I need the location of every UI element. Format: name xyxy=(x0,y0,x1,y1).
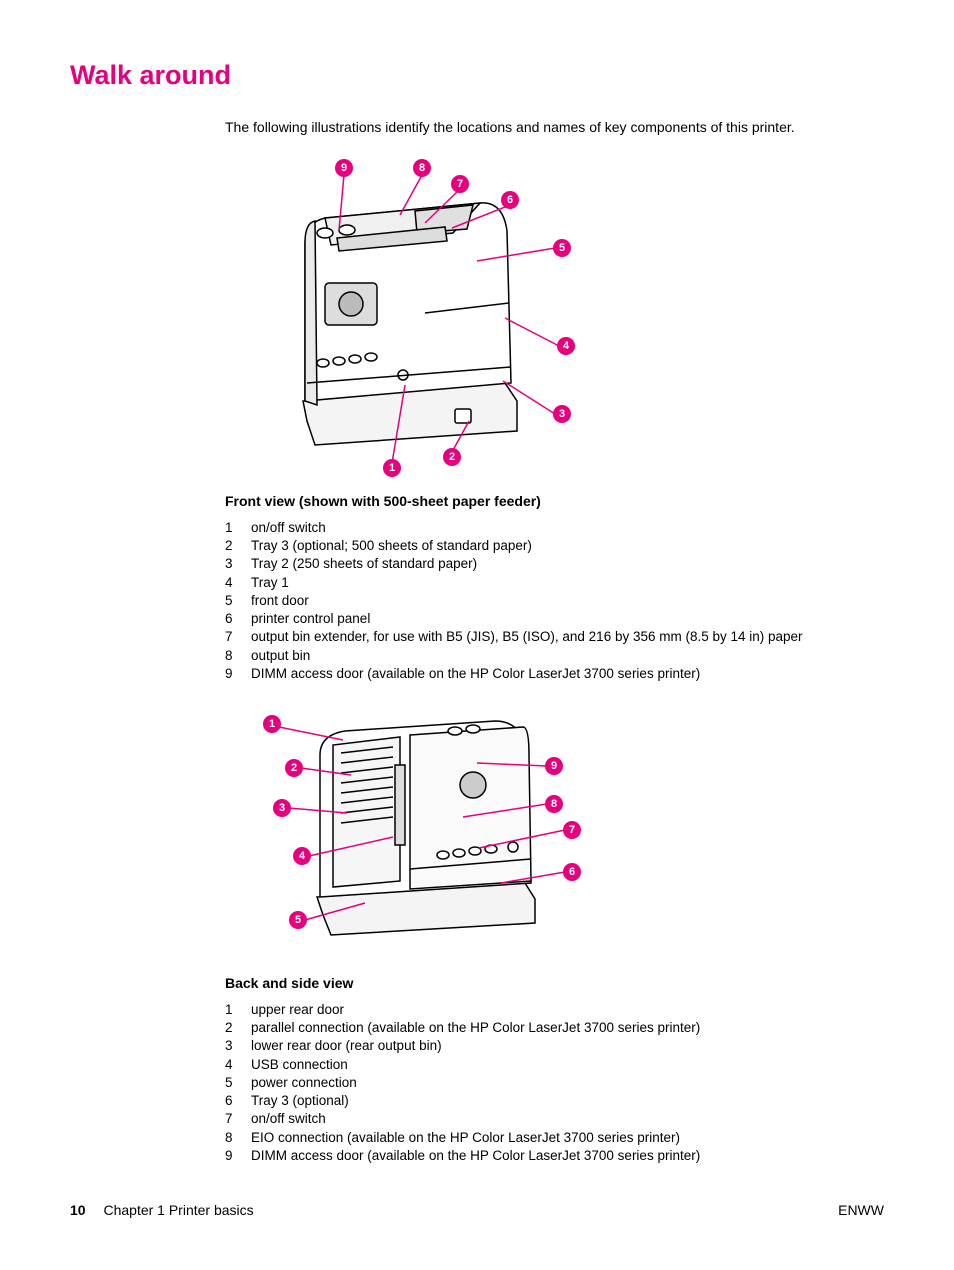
component-text: Tray 2 (250 sheets of standard paper) xyxy=(251,555,477,573)
component-number: 1 xyxy=(225,519,251,537)
component-list-row: 4USB connection xyxy=(225,1056,884,1074)
component-number: 4 xyxy=(225,1056,251,1074)
component-text: parallel connection (available on the HP… xyxy=(251,1019,700,1037)
component-list-row: 2Tray 3 (optional; 500 sheets of standar… xyxy=(225,537,884,555)
callout-badge: 9 xyxy=(545,757,563,775)
component-list-row: 8EIO connection (available on the HP Col… xyxy=(225,1129,884,1147)
callout-badge: 6 xyxy=(501,191,519,209)
component-text: USB connection xyxy=(251,1056,348,1074)
component-list-row: 7output bin extender, for use with B5 (J… xyxy=(225,628,884,646)
callout-badge: 8 xyxy=(545,795,563,813)
component-number: 9 xyxy=(225,1147,251,1165)
content-body: The following illustrations identify the… xyxy=(225,119,884,1165)
page-footer: 10 Chapter 1 Printer basics ENWW xyxy=(70,1202,884,1218)
component-list-row: 6printer control panel xyxy=(225,610,884,628)
component-number: 3 xyxy=(225,1037,251,1055)
callout-badge: 2 xyxy=(443,448,461,466)
back-view-list: 1upper rear door2parallel connection (av… xyxy=(225,1001,884,1165)
callout-badge: 1 xyxy=(263,715,281,733)
front-view-list: 1on/off switch2Tray 3 (optional; 500 she… xyxy=(225,519,884,683)
component-text: lower rear door (rear output bin) xyxy=(251,1037,442,1055)
component-list-row: 7on/off switch xyxy=(225,1110,884,1128)
component-text: DIMM access door (available on the HP Co… xyxy=(251,1147,700,1165)
callout-badge: 7 xyxy=(563,821,581,839)
component-number: 9 xyxy=(225,665,251,683)
callout-badge: 5 xyxy=(553,239,571,257)
intro-text: The following illustrations identify the… xyxy=(225,119,884,135)
back-view-diagram: 123459876 xyxy=(245,705,565,955)
component-number: 6 xyxy=(225,610,251,628)
front-view-diagram: 987654321 xyxy=(255,153,575,473)
page-number: 10 xyxy=(70,1202,86,1218)
component-list-row: 9DIMM access door (available on the HP C… xyxy=(225,1147,884,1165)
footer-right: ENWW xyxy=(838,1202,884,1218)
component-number: 4 xyxy=(225,574,251,592)
component-text: output bin xyxy=(251,647,310,665)
callout-badge: 7 xyxy=(451,175,469,193)
component-list-row: 4Tray 1 xyxy=(225,574,884,592)
component-number: 8 xyxy=(225,1129,251,1147)
component-number: 7 xyxy=(225,1110,251,1128)
component-list-row: 3Tray 2 (250 sheets of standard paper) xyxy=(225,555,884,573)
component-text: DIMM access door (available on the HP Co… xyxy=(251,665,700,683)
component-text: Tray 3 (optional; 500 sheets of standard… xyxy=(251,537,532,555)
component-number: 5 xyxy=(225,1074,251,1092)
callout-badge: 1 xyxy=(383,459,401,477)
callout-badge: 3 xyxy=(273,799,291,817)
component-list-row: 5power connection xyxy=(225,1074,884,1092)
component-text: power connection xyxy=(251,1074,357,1092)
component-list-row: 2parallel connection (available on the H… xyxy=(225,1019,884,1037)
chapter-label: Chapter 1 Printer basics xyxy=(103,1202,253,1218)
component-number: 2 xyxy=(225,537,251,555)
component-list-row: 5front door xyxy=(225,592,884,610)
callout-badge: 4 xyxy=(557,337,575,355)
callout-badge: 9 xyxy=(335,159,353,177)
callout-badge: 3 xyxy=(553,405,571,423)
component-number: 3 xyxy=(225,555,251,573)
component-text: upper rear door xyxy=(251,1001,344,1019)
component-number: 6 xyxy=(225,1092,251,1110)
callout-badge: 5 xyxy=(289,911,307,929)
component-list-row: 8output bin xyxy=(225,647,884,665)
component-list-row: 1upper rear door xyxy=(225,1001,884,1019)
component-list-row: 6Tray 3 (optional) xyxy=(225,1092,884,1110)
component-list-row: 9DIMM access door (available on the HP C… xyxy=(225,665,884,683)
component-number: 2 xyxy=(225,1019,251,1037)
component-number: 8 xyxy=(225,647,251,665)
component-number: 5 xyxy=(225,592,251,610)
printer-front-illustration xyxy=(255,153,575,473)
page-heading: Walk around xyxy=(70,60,884,91)
component-text: Tray 3 (optional) xyxy=(251,1092,349,1110)
callout-badge: 8 xyxy=(413,159,431,177)
component-number: 7 xyxy=(225,628,251,646)
back-view-title: Back and side view xyxy=(225,975,884,991)
component-list-row: 1on/off switch xyxy=(225,519,884,537)
component-text: output bin extender, for use with B5 (JI… xyxy=(251,628,803,646)
callout-badge: 4 xyxy=(293,847,311,865)
callout-badge: 6 xyxy=(563,863,581,881)
component-text: front door xyxy=(251,592,309,610)
component-text: Tray 1 xyxy=(251,574,289,592)
callout-badge: 2 xyxy=(285,759,303,777)
component-number: 1 xyxy=(225,1001,251,1019)
footer-left: 10 Chapter 1 Printer basics xyxy=(70,1202,254,1218)
front-view-title: Front view (shown with 500-sheet paper f… xyxy=(225,493,884,509)
component-text: on/off switch xyxy=(251,1110,326,1128)
component-list-row: 3lower rear door (rear output bin) xyxy=(225,1037,884,1055)
component-text: printer control panel xyxy=(251,610,370,628)
component-text: on/off switch xyxy=(251,519,326,537)
component-text: EIO connection (available on the HP Colo… xyxy=(251,1129,680,1147)
